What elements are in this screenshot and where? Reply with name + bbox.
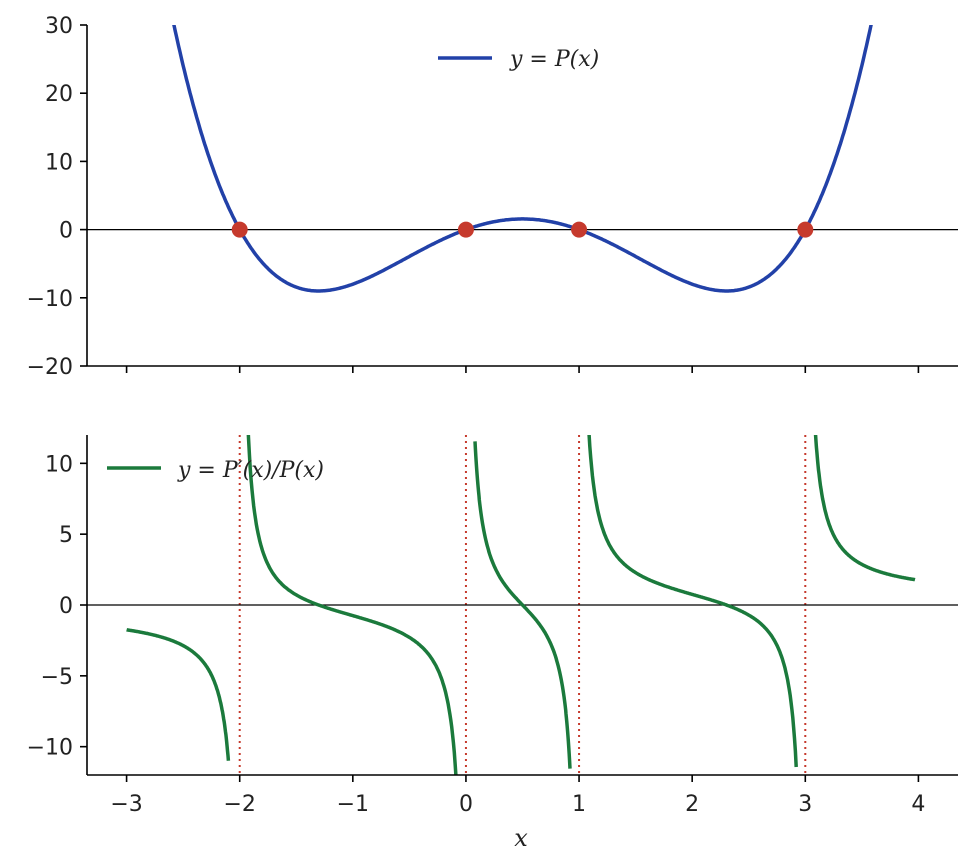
root-point — [797, 221, 814, 238]
y-tick-label: 30 — [45, 14, 73, 39]
y-tick-label: 0 — [59, 594, 73, 619]
top-x-ticks — [125, 366, 920, 373]
bottom-legend: y = P′(x)/P(x) — [107, 458, 324, 483]
log-derivative-segment — [813, 435, 916, 582]
y-tick-label: −10 — [27, 287, 73, 312]
root-point — [571, 221, 588, 238]
x-tick-label: 2 — [685, 792, 699, 817]
y-tick-label: 20 — [45, 82, 73, 107]
log-derivative-segment — [587, 435, 798, 768]
bottom-y-ticks: −10 −5 0 5 10 — [27, 452, 87, 761]
y-tick-label: −10 — [27, 736, 73, 761]
y-tick-label: −5 — [41, 665, 73, 690]
log-derivative-segment — [246, 435, 458, 775]
x-tick-label: 3 — [798, 792, 812, 817]
log-derivative-segment — [473, 441, 572, 769]
x-tick-label: 4 — [911, 792, 925, 817]
x-tick-label: −1 — [337, 792, 369, 817]
bottom-x-ticks: −3 −2 −1 0 1 2 3 4 — [110, 775, 925, 817]
root-point — [457, 221, 474, 238]
root-point — [231, 221, 248, 238]
top-legend: y = P(x) — [438, 47, 599, 72]
x-tick-label: 0 — [459, 792, 473, 817]
x-tick-label: −3 — [110, 792, 142, 817]
x-tick-label: −2 — [223, 792, 255, 817]
log-derivative-segment — [126, 628, 231, 761]
y-tick-label: 10 — [45, 150, 73, 175]
log-derivative-curves — [126, 435, 916, 775]
y-tick-label: 0 — [59, 219, 73, 244]
root-markers — [231, 221, 814, 238]
top-y-ticks: −20 −10 0 10 20 30 — [27, 14, 87, 380]
bottom-legend-label: y = P′(x)/P(x) — [177, 458, 324, 483]
y-tick-label: 5 — [59, 523, 73, 548]
x-tick-label: 1 — [572, 792, 586, 817]
y-tick-label: −20 — [27, 355, 73, 380]
top-legend-label: y = P(x) — [509, 47, 599, 72]
top-panel: −20 −10 0 10 20 30 y = P(x) — [27, 14, 958, 380]
x-axis-label: x — [514, 824, 528, 852]
y-tick-label: 10 — [45, 452, 73, 477]
polynomial-curve — [172, 25, 873, 293]
